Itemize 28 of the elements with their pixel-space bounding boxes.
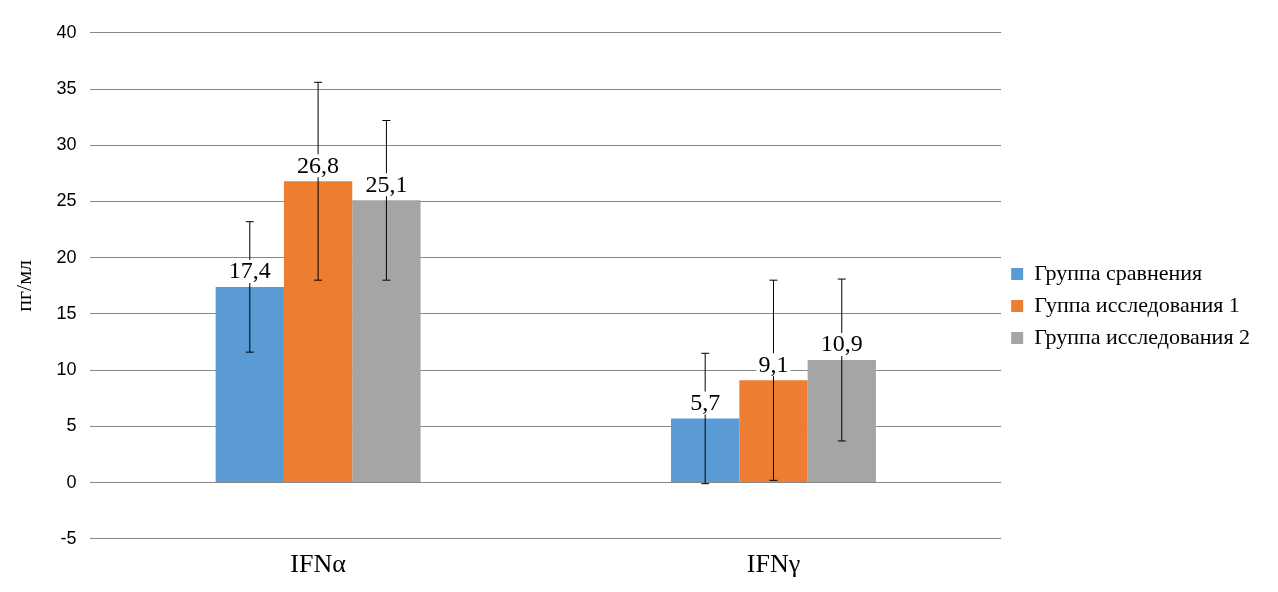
x-tick-label: IFNα (290, 549, 347, 579)
bar (215, 286, 284, 483)
bar (671, 418, 740, 483)
bar (807, 360, 876, 483)
y-tick-label: 30 (56, 134, 77, 155)
legend-label: Гуппа исследования 1 (1034, 291, 1240, 317)
y-tick-label: 0 (66, 471, 77, 492)
y-tick-label: -5 (60, 527, 77, 548)
legend-label: Группа сравнения (1034, 259, 1203, 285)
bar (352, 200, 421, 483)
y-tick-label: 35 (56, 77, 77, 98)
y-tick-label: 15 (56, 302, 77, 323)
legend-label: Группа исследования 2 (1034, 323, 1251, 349)
y-axis-title: пг/мл (10, 259, 36, 312)
bar (739, 380, 808, 483)
data-label: 9,1 (758, 350, 789, 377)
x-tick-label: IFNγ (746, 549, 801, 579)
data-label: 26,8 (297, 151, 340, 178)
y-tick-label: 5 (66, 415, 77, 436)
y-tick-label: 20 (56, 246, 77, 267)
data-label: 17,4 (228, 257, 271, 284)
data-label: 25,1 (365, 170, 408, 197)
y-tick-label: 40 (56, 21, 77, 42)
data-label: 5,7 (690, 388, 721, 415)
data-label: 10,9 (820, 330, 863, 357)
y-tick-label: 10 (56, 359, 77, 380)
bar (283, 181, 353, 483)
y-tick-label: 25 (56, 190, 77, 211)
